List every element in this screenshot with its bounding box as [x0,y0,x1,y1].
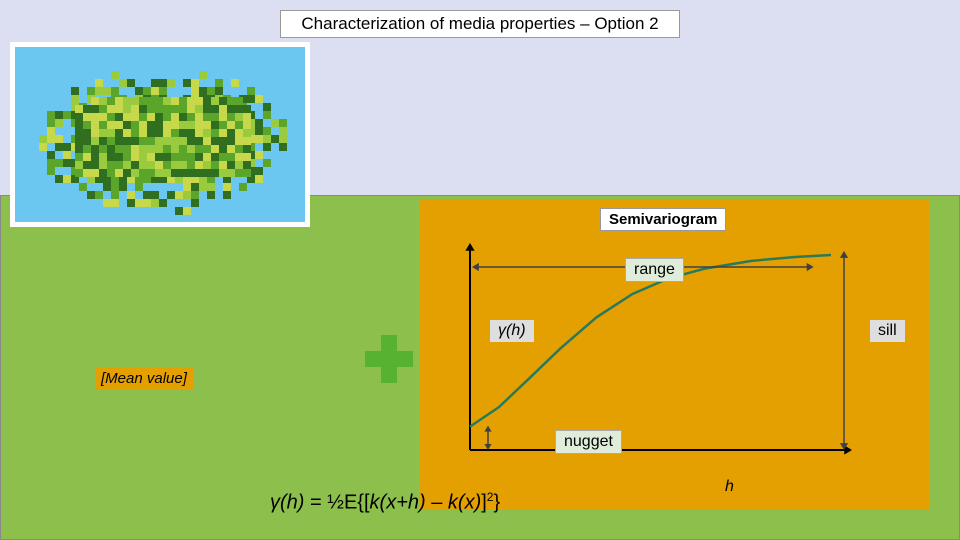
f-close2: } [493,492,500,514]
f-lhs: γ(h) [270,492,304,514]
nugget-label: nugget [555,430,622,454]
mean-value-label: [Mean value] [95,368,193,389]
f-k2: k [448,492,458,514]
y-axis-label: γ(h) [490,320,534,342]
semivariogram-formula: γ(h) = ½E{[k(x+h) – k(x)]2} [270,490,500,515]
range-label: range [625,258,684,282]
semivariogram-chart [420,200,930,510]
x-axis-label: h [725,478,734,496]
f-open: {[ [357,492,369,514]
map-svg [15,47,305,222]
sill-label: sill [870,320,905,342]
f-x: (x) [458,492,481,514]
f-half: ½ [327,492,344,514]
map-thumbnail [10,42,310,227]
semivariogram-title: Semivariogram [600,208,726,231]
page-title: Characterization of media properties – O… [280,10,680,38]
plus-icon [365,335,413,383]
f-eq: = [304,492,327,514]
f-E: E [344,492,357,514]
f-xph: (x+h) [380,492,426,514]
semivariogram-panel [420,200,930,510]
f-k1: k [370,492,380,514]
f-minus: – [426,492,448,514]
